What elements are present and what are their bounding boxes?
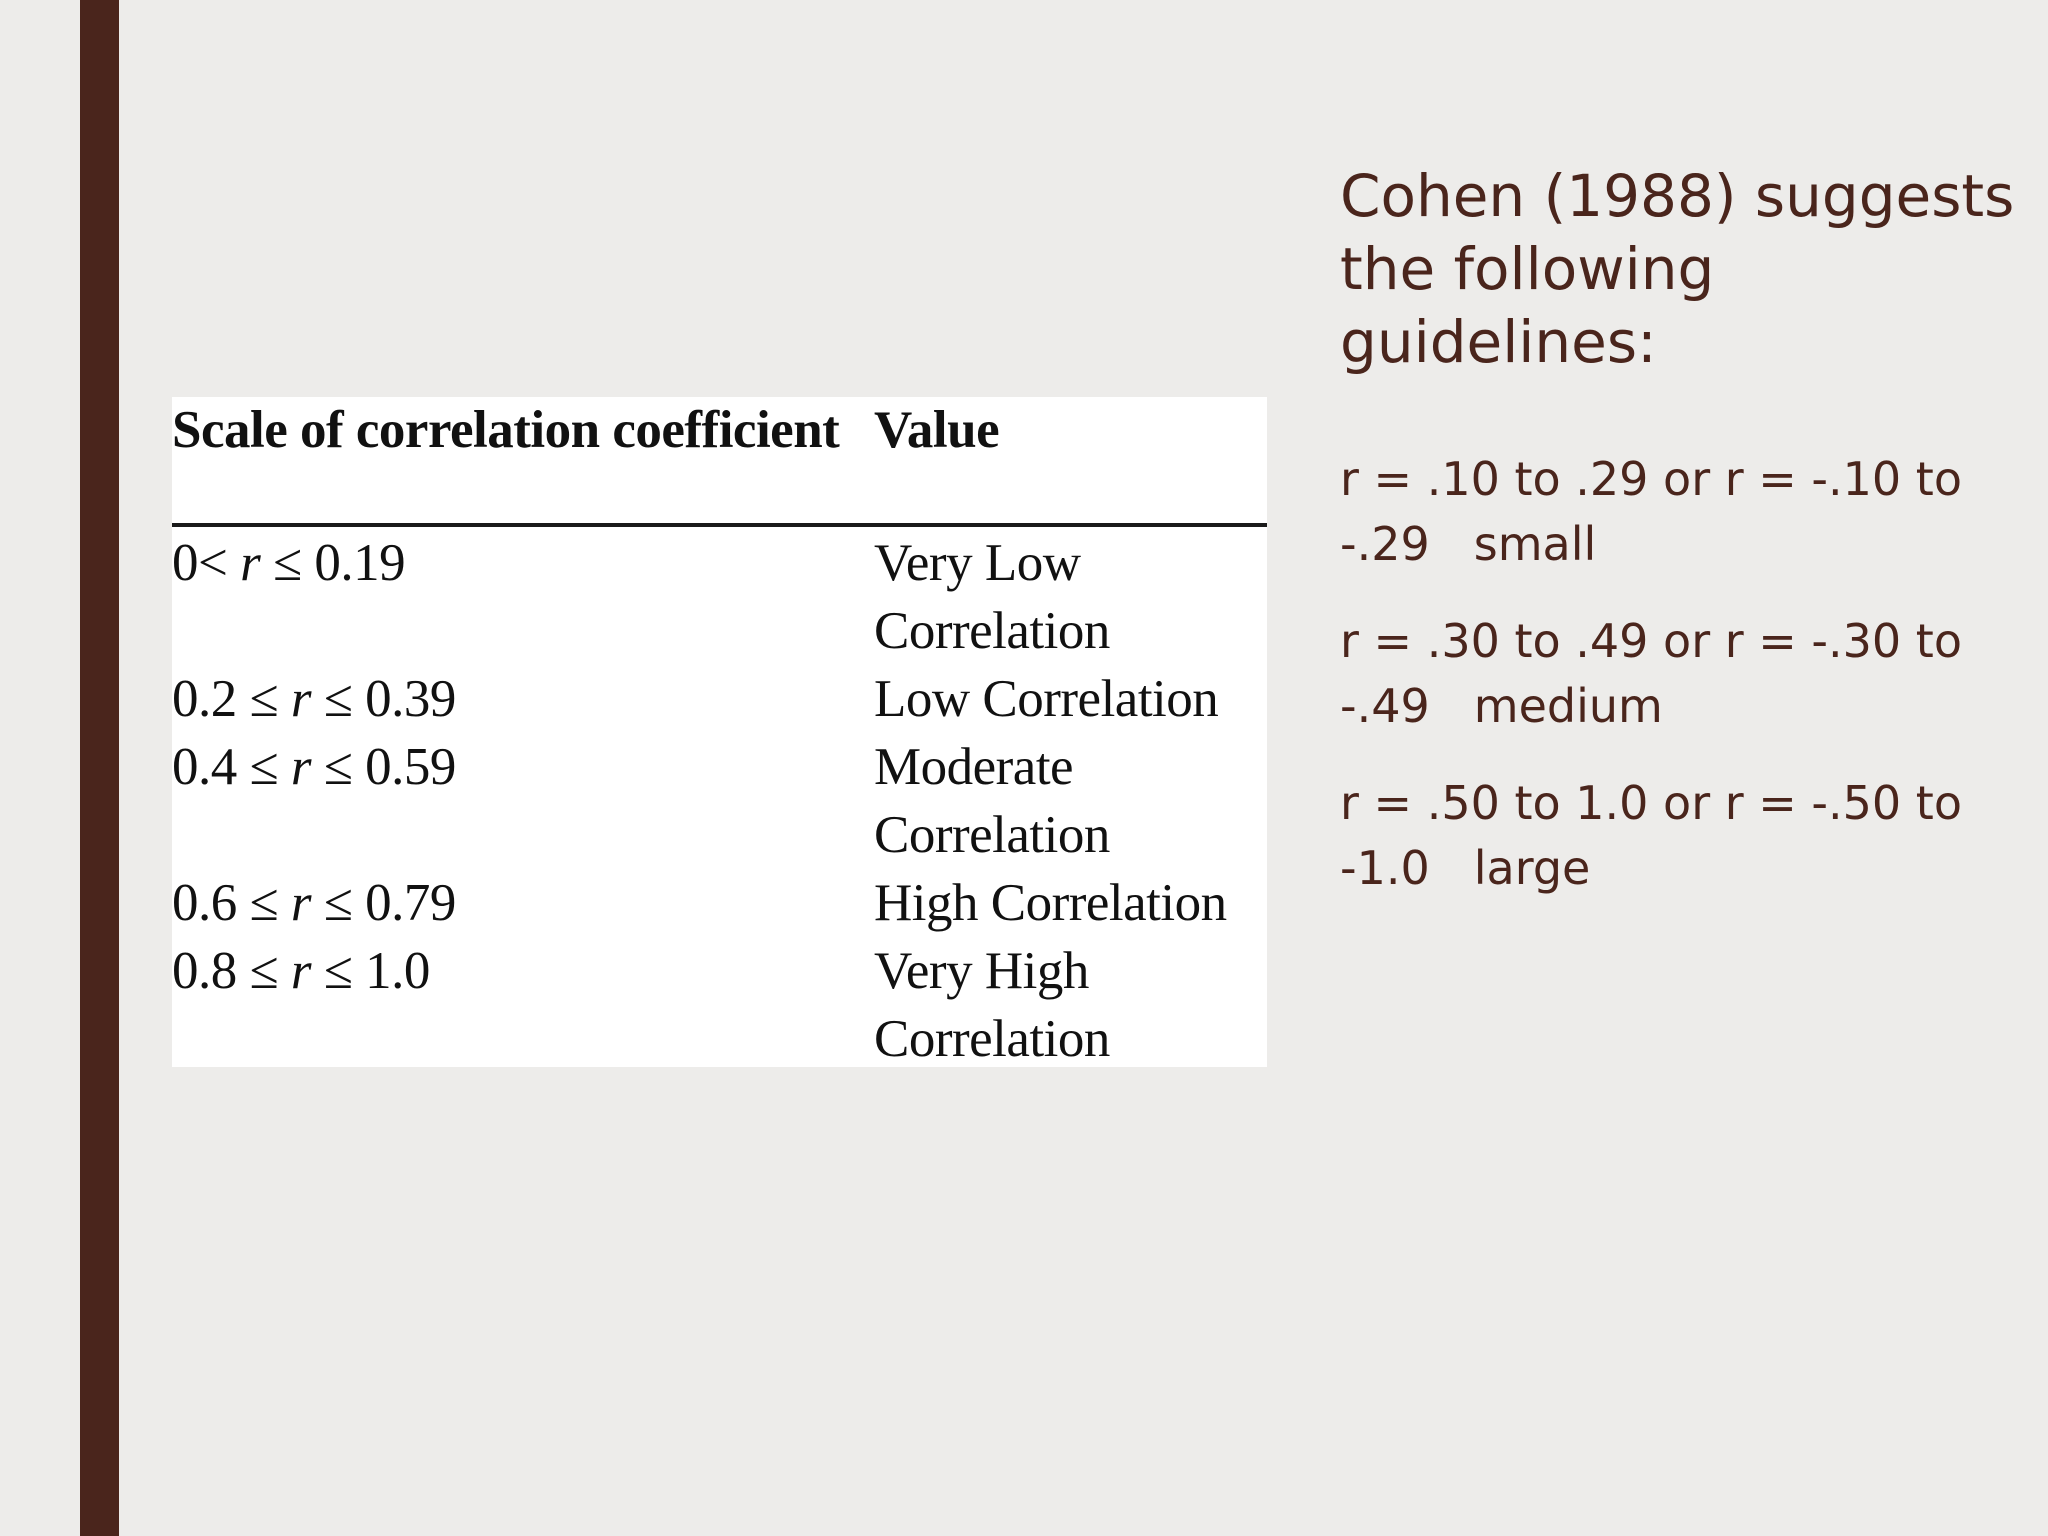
value-cell: Low Correlation: [874, 670, 1219, 728]
scale-cell: 0< r ≤ 0.19: [172, 525, 874, 665]
scale-lower: 0.2 ≤: [172, 670, 279, 728]
scale-upper: ≤ 0.19: [273, 534, 406, 592]
value-cell: Moderate Correlation: [874, 738, 1110, 864]
scale-variable: r: [290, 942, 312, 1000]
scale-cell: 0.8 ≤ r ≤ 1.0: [172, 937, 874, 1073]
scale-cell: 0.6 ≤ r ≤ 0.79: [172, 869, 874, 937]
scale-variable: r: [290, 874, 312, 932]
guideline-item: r = .10 to .29 or r = -.10 to -.29 small: [1340, 447, 2020, 577]
correlation-table-image: Scale of correlation coefficient Value 0…: [172, 397, 1267, 1068]
scale-lower: 0.8 ≤: [172, 942, 279, 1000]
guideline-item: r = .30 to .49 or r = -.30 to -.49 medium: [1340, 609, 2020, 739]
scale-lower: 0.4 ≤: [172, 738, 279, 796]
guidelines-panel: Cohen (1988) suggests the following guid…: [1340, 160, 2020, 933]
correlation-scale-table: Scale of correlation coefficient Value 0…: [172, 397, 1267, 1073]
guideline-range: r = .50 to 1.0 or r = -.50 to -1.0: [1340, 776, 1962, 895]
table-row: 0.4 ≤ r ≤ 0.59 Moderate Correlation: [172, 733, 1267, 869]
scale-upper: ≤ 0.79: [323, 874, 457, 932]
header-scale: Scale of correlation coefficient: [172, 397, 874, 527]
scale-lower: 0.6 ≤: [172, 874, 279, 932]
guideline-label: small: [1473, 517, 1597, 571]
guideline-label: medium: [1473, 679, 1663, 733]
guideline-range: r = .10 to .29 or r = -.10 to -.29: [1340, 452, 1962, 571]
guidelines-heading: Cohen (1988) suggests the following guid…: [1340, 162, 2015, 376]
guideline-item: r = .50 to 1.0 or r = -.50 to -1.0 large: [1340, 771, 2020, 901]
scale-cell: 0.2 ≤ r ≤ 0.39: [172, 665, 874, 733]
accent-bar: [80, 0, 119, 1536]
table-row: 0.2 ≤ r ≤ 0.39 Low Correlation: [172, 665, 1267, 733]
scale-variable: r: [240, 534, 261, 592]
scale-upper: ≤ 0.59: [323, 738, 457, 796]
value-cell: Very High Correlation: [874, 942, 1110, 1068]
table-row: 0.8 ≤ r ≤ 1.0 Very High Correlation: [172, 937, 1267, 1073]
guideline-range: r = .30 to .49 or r = -.30 to -.49: [1340, 614, 1962, 733]
scale-upper: ≤ 0.39: [323, 670, 457, 728]
table-row: 0.6 ≤ r ≤ 0.79 High Correlation: [172, 869, 1267, 937]
scale-variable: r: [290, 670, 312, 728]
guidelines-list: r = .10 to .29 or r = -.10 to -.29 small …: [1340, 447, 2020, 901]
value-cell: Very Low Correlation: [874, 534, 1110, 660]
scale-lower: 0<: [172, 534, 228, 592]
guideline-label: large: [1473, 841, 1591, 895]
header-value: Value: [874, 397, 1267, 527]
scale-variable: r: [290, 738, 312, 796]
scale-upper: ≤ 1.0: [323, 942, 431, 1000]
table-header-row: Scale of correlation coefficient Value: [172, 397, 1267, 527]
table-row: 0< r ≤ 0.19 Very Low Correlation: [172, 525, 1267, 665]
value-cell: High Correlation: [874, 874, 1227, 932]
scale-cell: 0.4 ≤ r ≤ 0.59: [172, 733, 874, 869]
